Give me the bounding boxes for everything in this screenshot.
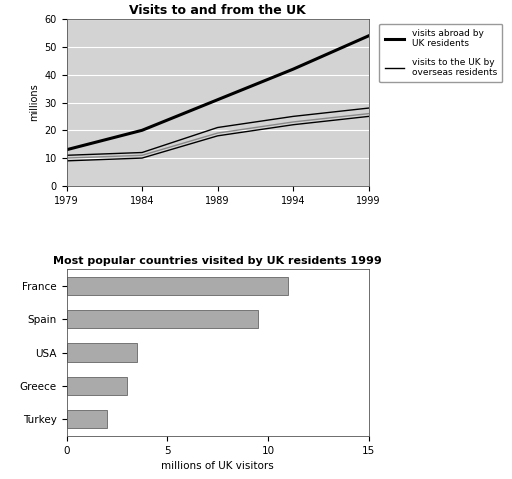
Bar: [67, 310, 258, 329]
Y-axis label: millions: millions: [29, 84, 39, 121]
visits to the UK by
overseas residents: [290, 122, 296, 127]
visits abroad by
UK residents: [139, 127, 145, 133]
visits to the UK by
overseas residents: [139, 155, 145, 161]
Title: Visits to and from the UK: Visits to and from the UK: [129, 4, 306, 17]
X-axis label: millions of UK visitors: millions of UK visitors: [161, 461, 274, 471]
visits abroad by
UK residents: [366, 33, 372, 39]
Bar: [67, 277, 288, 295]
visits abroad by
UK residents: [63, 147, 70, 153]
visits abroad by
UK residents: [215, 97, 221, 103]
Title: Most popular countries visited by UK residents 1999: Most popular countries visited by UK res…: [53, 256, 382, 266]
visits to the UK by
overseas residents: [366, 114, 372, 119]
Bar: [67, 343, 137, 362]
Line: visits to the UK by
overseas residents: visits to the UK by overseas residents: [67, 116, 369, 161]
Bar: [67, 376, 127, 395]
visits abroad by
UK residents: [290, 66, 296, 72]
Legend: visits abroad by
UK residents, visits to the UK by
overseas residents: visits abroad by UK residents, visits to…: [379, 23, 502, 82]
visits to the UK by
overseas residents: [63, 158, 70, 164]
visits to the UK by
overseas residents: [215, 133, 221, 139]
Bar: [67, 410, 107, 428]
Line: visits abroad by
UK residents: visits abroad by UK residents: [67, 36, 369, 150]
